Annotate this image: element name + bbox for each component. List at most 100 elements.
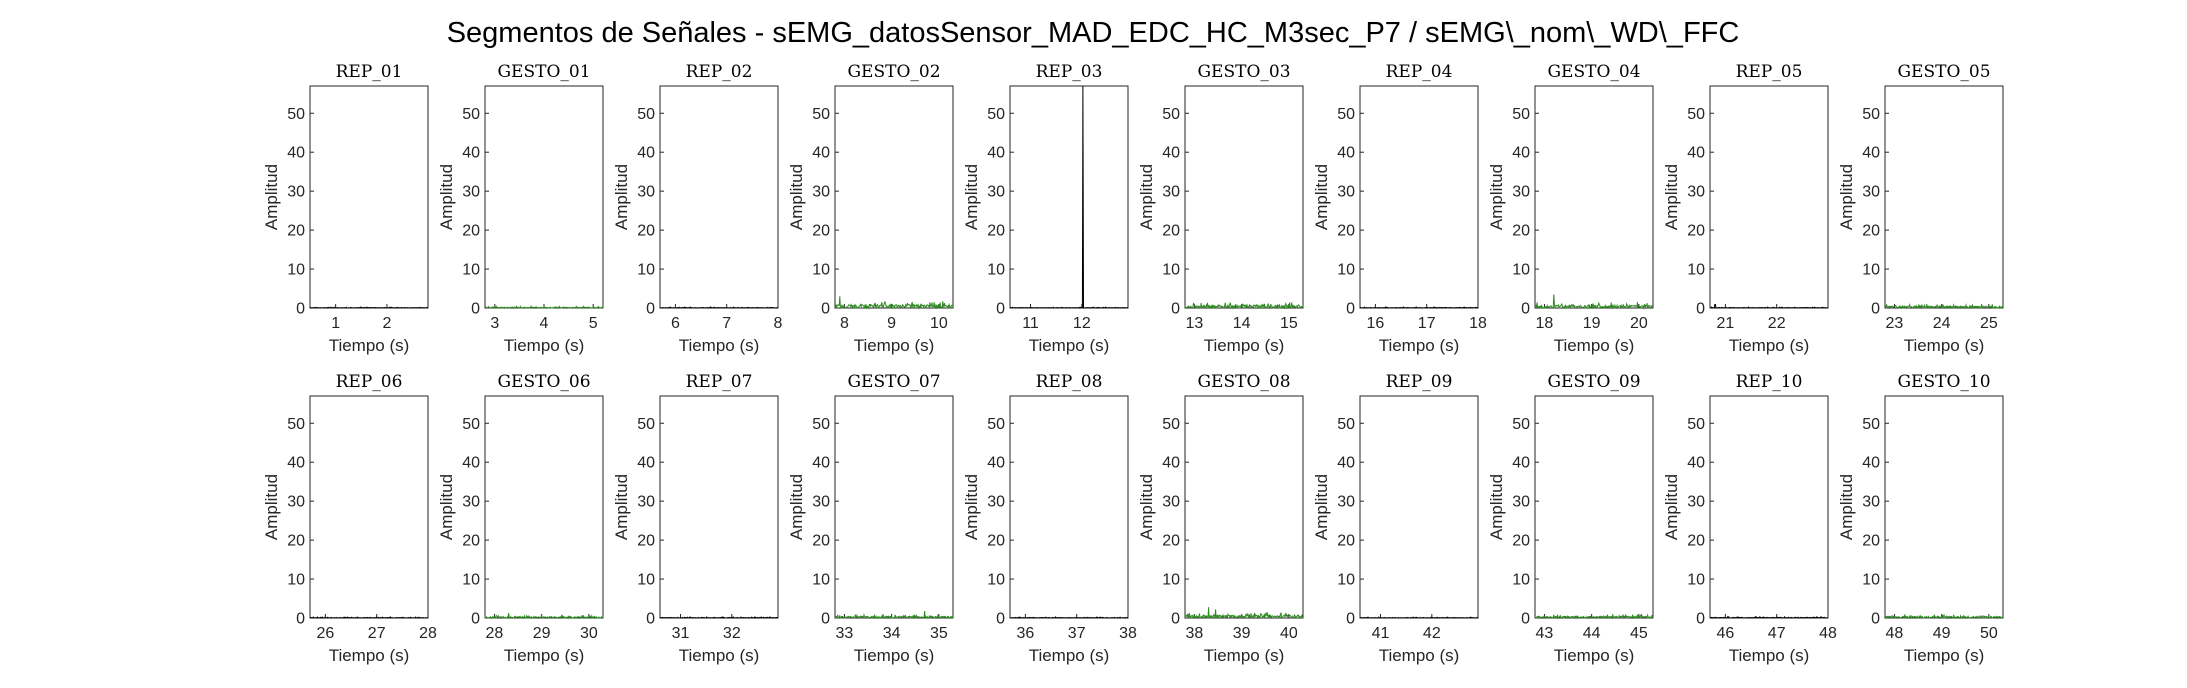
y-tick-label: 50 — [1862, 416, 1880, 433]
y-tick-label: 10 — [287, 262, 305, 279]
subplot-gesto-04: GESTO_04 0 10 20 30 40 50 18 19 20 Tiempo (s) Ampli… — [1487, 62, 1654, 355]
x-tick-label: 36 — [1016, 625, 1034, 642]
x-tick-label: 39 — [1233, 625, 1251, 642]
y-axis-label: Amplitud — [437, 474, 456, 540]
y-tick-label: 20 — [812, 223, 830, 240]
y-tick-label: 30 — [462, 184, 480, 201]
subplot-title: GESTO_02 — [847, 62, 940, 82]
y-tick-label: 10 — [1512, 572, 1530, 589]
subplot-gesto-03: GESTO_03 0 10 20 30 40 50 13 14 15 Tiempo (s) Ampli… — [1137, 62, 1304, 355]
subplot-gesto-05: GESTO_05 0 10 20 30 40 50 23 24 25 Tiempo (s) Ampli… — [1837, 62, 2004, 355]
y-tick-label: 40 — [1862, 455, 1880, 472]
subplot-title: GESTO_06 — [497, 372, 590, 392]
x-axis-label: Tiempo (s) — [1729, 646, 1810, 665]
x-axis-label: Tiempo (s) — [679, 646, 760, 665]
x-tick-label: 50 — [1980, 625, 1998, 642]
x-tick-label: 44 — [1583, 625, 1601, 642]
y-axis-label: Amplitud — [1487, 164, 1506, 230]
y-tick-label: 20 — [1512, 533, 1530, 550]
x-axis-label: Tiempo (s) — [504, 646, 585, 665]
x-tick-label: 13 — [1186, 315, 1204, 332]
y-tick-label: 30 — [287, 184, 305, 201]
y-tick-label: 40 — [1337, 455, 1355, 472]
y-tick-label: 40 — [1337, 145, 1355, 162]
y-tick-label: 10 — [1862, 572, 1880, 589]
y-tick-label: 0 — [646, 611, 655, 628]
y-tick-label: 10 — [1162, 262, 1180, 279]
plot-area — [1709, 85, 1829, 309]
y-axis-label: Amplitud — [962, 474, 981, 540]
plot-area — [834, 395, 954, 619]
x-tick-label: 48 — [1819, 625, 1837, 642]
y-axis-label: Amplitud — [1837, 474, 1856, 540]
x-tick-label: 43 — [1536, 625, 1554, 642]
plot-area — [1534, 395, 1654, 619]
y-tick-label: 0 — [1521, 301, 1530, 318]
y-tick-label: 40 — [1162, 145, 1180, 162]
signal-line-rep-03 — [1009, 85, 1129, 309]
y-tick-label: 40 — [1687, 455, 1705, 472]
y-tick-label: 50 — [987, 106, 1005, 123]
y-tick-label: 40 — [1512, 145, 1530, 162]
x-axis-label: Tiempo (s) — [1204, 336, 1285, 355]
y-axis-label: Amplitud — [612, 474, 631, 540]
y-tick-label: 0 — [1171, 301, 1180, 318]
x-axis-label: Tiempo (s) — [329, 336, 410, 355]
subplot-title: GESTO_03 — [1197, 62, 1290, 82]
y-tick-label: 20 — [1162, 223, 1180, 240]
x-tick-label: 5 — [589, 315, 598, 332]
y-tick-label: 0 — [1696, 611, 1705, 628]
subplot-rep-09: REP_09 0 10 20 30 40 50 41 42 Tiempo (s) Amplitud — [1312, 372, 1479, 665]
y-tick-label: 30 — [1512, 494, 1530, 511]
signal-line-gesto-07 — [834, 610, 954, 620]
y-tick-label: 20 — [287, 223, 305, 240]
y-tick-label: 10 — [1162, 572, 1180, 589]
y-tick-label: 40 — [812, 145, 830, 162]
y-tick-label: 50 — [1862, 106, 1880, 123]
y-tick-label: 0 — [996, 301, 1005, 318]
x-tick-label: 31 — [672, 625, 690, 642]
y-tick-label: 20 — [462, 533, 480, 550]
y-tick-label: 50 — [1162, 106, 1180, 123]
y-axis-label: Amplitud — [1662, 474, 1681, 540]
x-tick-label: 12 — [1073, 315, 1091, 332]
x-tick-label: 8 — [840, 315, 849, 332]
x-tick-label: 49 — [1933, 625, 1951, 642]
subplot-title: GESTO_04 — [1547, 62, 1640, 82]
x-tick-label: 19 — [1583, 315, 1601, 332]
subplot-rep-10: REP_10 0 10 20 30 40 50 46 47 48 Tiempo (s) Amplitu… — [1662, 372, 1837, 665]
x-axis-label: Tiempo (s) — [1904, 336, 1985, 355]
y-tick-label: 30 — [1162, 494, 1180, 511]
x-tick-label: 8 — [774, 315, 783, 332]
subplot-title: REP_06 — [336, 372, 403, 392]
signal-line-rep-09 — [1360, 616, 1479, 619]
x-axis-label: Tiempo (s) — [854, 336, 935, 355]
signal-line-rep-01 — [309, 306, 428, 309]
subplot-title: REP_09 — [1386, 372, 1453, 392]
signal-line-rep-04 — [1359, 306, 1479, 309]
subplot-title: REP_04 — [1386, 62, 1453, 82]
y-tick-label: 0 — [1696, 301, 1705, 318]
x-tick-label: 28 — [486, 625, 504, 642]
y-axis-label: Amplitud — [787, 164, 806, 230]
signal-line-rep-10 — [1709, 615, 1828, 619]
plot-area — [1709, 395, 1829, 619]
y-tick-label: 10 — [812, 572, 830, 589]
y-tick-label: 20 — [1512, 223, 1530, 240]
y-tick-label: 10 — [637, 572, 655, 589]
signal-line-gesto-01 — [484, 305, 604, 309]
y-tick-label: 20 — [1862, 223, 1880, 240]
y-tick-label: 40 — [987, 145, 1005, 162]
x-tick-label: 18 — [1536, 315, 1554, 332]
y-tick-label: 30 — [1337, 184, 1355, 201]
x-tick-label: 3 — [490, 315, 499, 332]
y-axis-label: Amplitud — [1137, 164, 1156, 230]
signal-line-rep-06 — [310, 616, 429, 619]
y-tick-label: 0 — [821, 301, 830, 318]
subplot-gesto-10: GESTO_10 0 10 20 30 40 50 48 49 50 Tiempo (s) Ampli… — [1837, 372, 2004, 665]
plot-area — [1009, 85, 1129, 309]
subplot-title: GESTO_07 — [847, 372, 940, 392]
y-tick-label: 0 — [996, 611, 1005, 628]
